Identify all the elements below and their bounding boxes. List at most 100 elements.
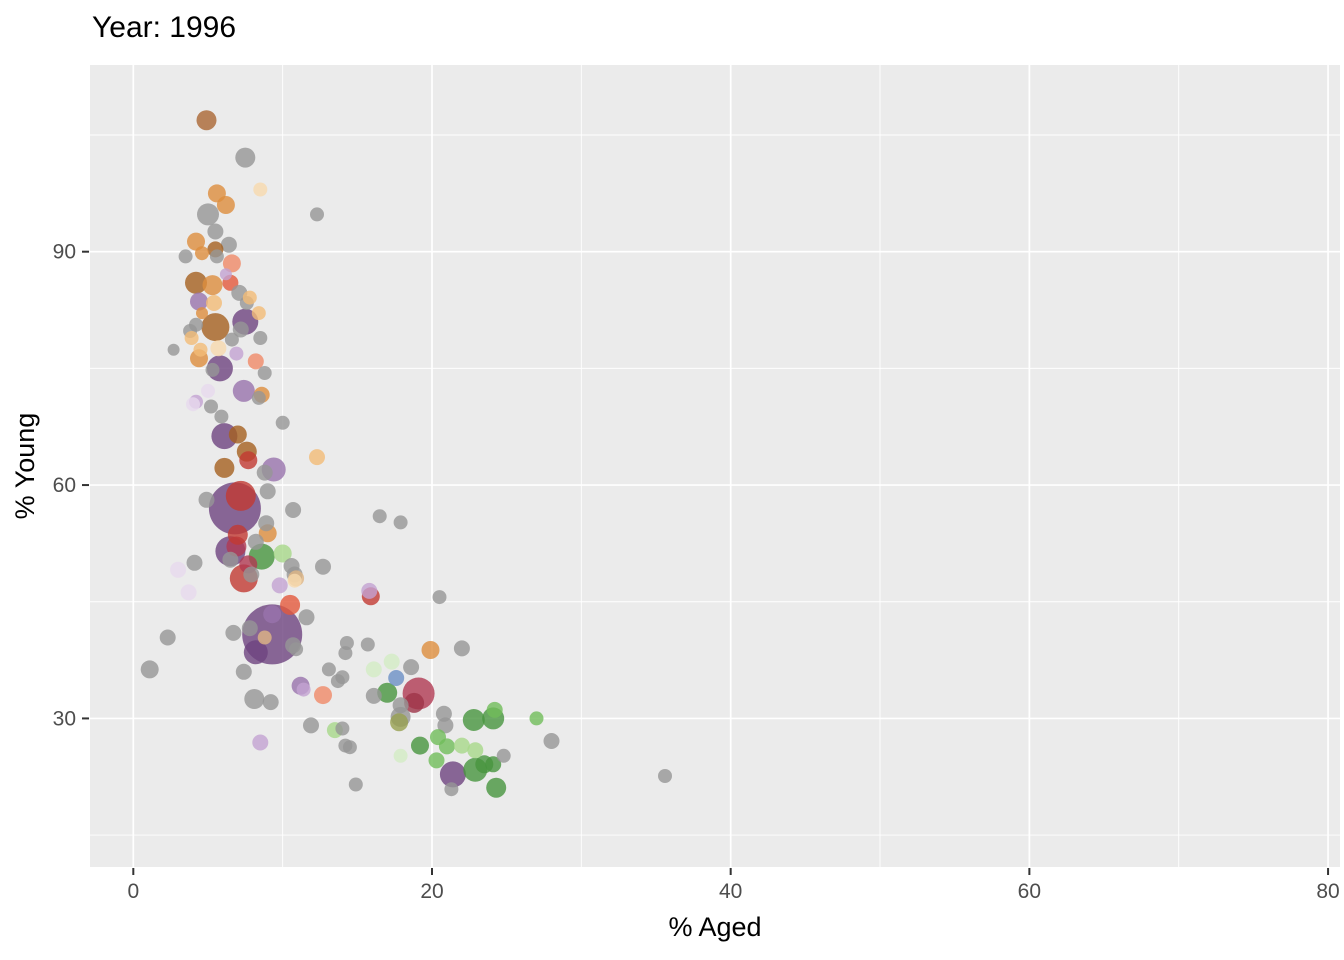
data-point [543,733,560,749]
data-point [335,670,350,685]
x-tick-label: 20 [420,880,443,903]
data-point [453,640,470,657]
data-point [342,740,357,755]
data-point [383,653,400,670]
data-point [365,687,382,704]
data-point [365,661,382,678]
data-point [252,734,269,751]
data-point [428,752,445,769]
data-point [232,321,249,338]
data-point [392,697,409,714]
data-point [207,223,224,240]
data-point [186,554,203,571]
data-point [167,343,180,356]
data-point [241,620,258,637]
data-point [187,232,205,251]
y-axis-title: % Young [10,413,40,520]
data-point [403,659,420,676]
data-point [247,533,264,550]
data-point [243,640,268,665]
data-point [377,682,398,703]
data-point [220,236,237,253]
data-point [244,689,265,709]
data-point [227,524,248,545]
data-point [287,573,302,588]
data-point [235,147,256,168]
y-tick-label: 60 [53,474,76,497]
data-point [222,551,239,568]
data-point [421,641,440,659]
data-point [185,271,207,294]
data-point [496,748,511,763]
data-point [273,544,292,563]
data-point [222,254,241,273]
data-point [453,737,470,754]
data-point [393,748,408,763]
data-point [214,457,235,478]
data-point [309,449,325,466]
data-point [140,660,159,679]
y-tick-label: 90 [53,241,76,264]
data-point [289,642,304,657]
data-point [201,383,215,398]
data-point [209,249,224,264]
data-point [439,761,466,788]
data-point [225,480,256,511]
data-point [232,379,255,402]
data-point [205,362,220,377]
data-point [243,566,260,583]
data-point [225,624,242,641]
data-point [159,629,176,646]
data-point [348,777,363,792]
data-point [219,268,232,281]
data-point [280,594,301,615]
data-point [298,609,315,626]
data-point [296,682,311,697]
data-point [338,646,353,661]
x-axis-title: % Aged [668,912,761,942]
data-point [170,561,187,578]
data-point [206,295,222,311]
data-point [467,742,484,759]
data-point [372,509,387,524]
data-point [444,782,459,797]
x-tick-label: 0 [127,880,139,903]
data-point [438,738,455,755]
data-point [315,558,331,575]
data-point [251,306,266,321]
data-point [204,399,218,414]
data-point [239,451,258,470]
data-point [198,491,215,508]
data-point [393,515,408,530]
y-tick-label: 30 [53,707,76,730]
data-point [214,409,229,424]
data-point [196,110,217,131]
data-point [247,353,264,370]
data-point [184,331,199,345]
data-point [360,637,375,652]
data-point [388,670,405,686]
data-point [529,711,544,726]
data-point [314,686,332,705]
data-point [486,777,507,798]
data-point [210,340,227,357]
data-point [275,415,290,430]
data-point [390,713,409,732]
data-points [140,110,672,798]
data-point [486,701,503,718]
data-point [263,605,282,624]
data-point [190,292,208,311]
x-tick-label: 40 [719,880,742,903]
data-point [224,332,239,347]
data-point [321,662,336,677]
data-point [435,705,452,722]
data-point [303,717,319,734]
data-point [251,390,266,405]
data-point [361,582,378,599]
data-point [259,483,276,500]
data-point [485,756,502,773]
data-point [432,590,447,605]
data-point [242,290,257,305]
data-point [258,515,275,532]
